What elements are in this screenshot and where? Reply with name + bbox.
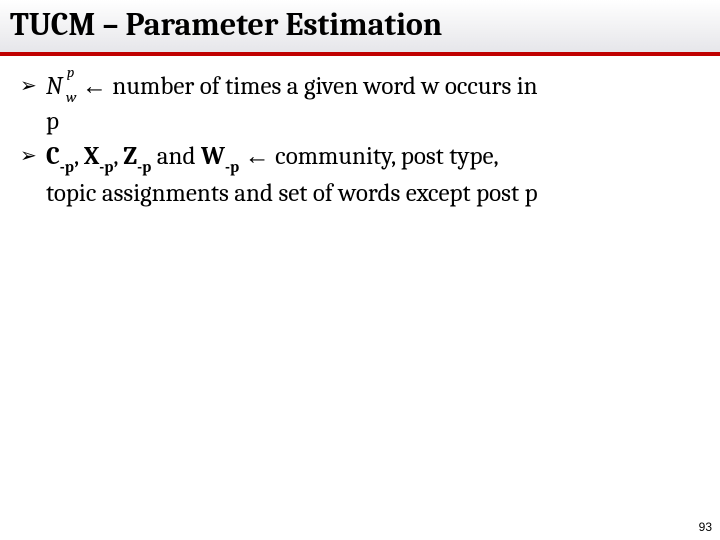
var-C: C-p <box>46 142 74 171</box>
var-W: W-p <box>201 142 239 171</box>
arrow-icon: ← <box>82 72 107 100</box>
slide-title: TUCM – Parameter Estimation <box>10 6 442 43</box>
var-base: N <box>46 72 62 101</box>
chevron-icon: ➢ <box>20 143 37 169</box>
bullet-2-text: C-p, X-p, Z-p and W-p ← community, post … <box>46 142 499 171</box>
bullet-2: ➢ C-p, X-p, Z-p and W-p ← community, pos… <box>20 140 690 176</box>
bullet-2-cont: topic assignments and set of words excep… <box>20 178 690 211</box>
page-number: 93 <box>699 520 712 534</box>
chevron-icon: ➢ <box>20 73 37 99</box>
bullet-1-rest: number of times a given word w occurs in <box>112 72 537 101</box>
title-band: TUCM – Parameter Estimation <box>0 0 720 56</box>
arrow-icon: ← <box>245 142 270 170</box>
bullet-1: ➢ N p w ← number of times a given word w… <box>20 70 690 104</box>
var-Z: Z-p <box>123 142 151 171</box>
bullet-2-rest1: community, post type, <box>275 142 498 171</box>
slide: TUCM – Parameter Estimation ➢ N p w ← nu… <box>0 0 720 540</box>
content-area: ➢ N p w ← number of times a given word w… <box>20 70 690 212</box>
var-sup: p <box>67 63 75 83</box>
var-X: X-p <box>84 142 114 171</box>
bullet-2-line2: topic assignments and set of words excep… <box>46 179 538 208</box>
bullet-1-cont: p <box>20 106 690 139</box>
bullet-1-line2: p <box>46 107 59 136</box>
math-var-N: N p w <box>46 71 62 104</box>
bullet-1-text: N p w ← number of times a given word w o… <box>46 72 538 101</box>
